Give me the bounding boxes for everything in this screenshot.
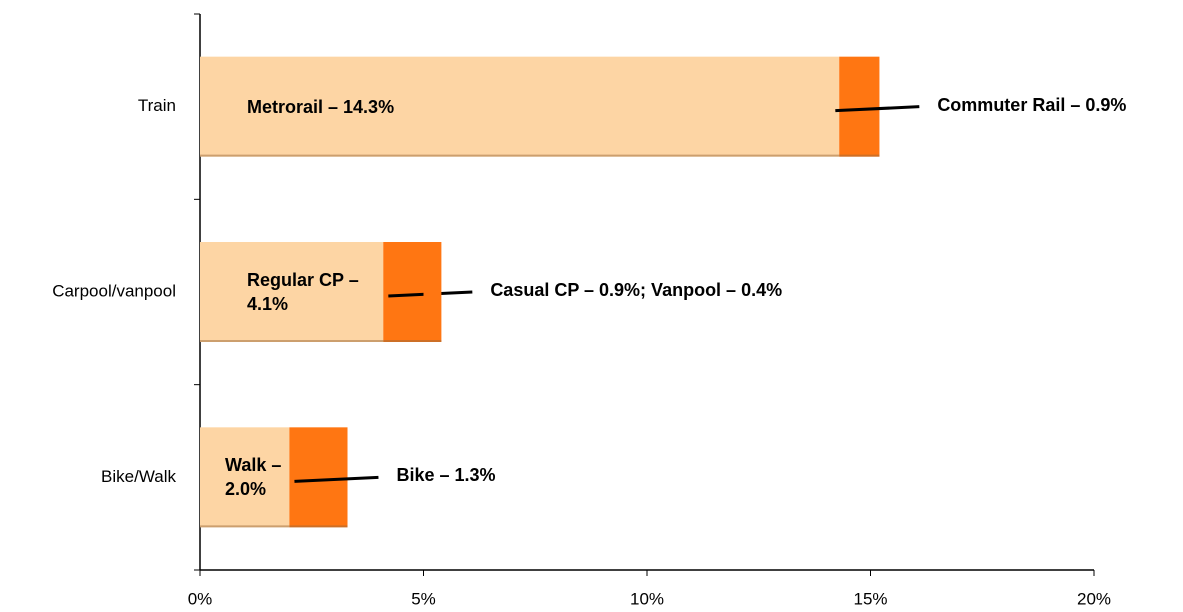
bar-segment xyxy=(200,242,384,342)
bar-segment xyxy=(200,427,290,528)
segment-label: Walk – 2.0% xyxy=(225,455,282,500)
bar-segment xyxy=(383,242,424,342)
bar-segment xyxy=(200,56,840,157)
x-tick-label: 10% xyxy=(630,589,664,608)
callout-label: Bike – 1.3% xyxy=(396,465,496,486)
callout-label: Casual CP – 0.9%; Vanpool – 0.4% xyxy=(490,280,783,300)
x-tick-label: 15% xyxy=(853,589,887,608)
leader-line xyxy=(835,105,920,113)
segment-label: Metrorail – 14.3% xyxy=(247,96,395,117)
y-tick-label: Carpool/vanpool xyxy=(52,281,176,300)
bar-segment xyxy=(289,427,348,528)
x-tick-label: 20% xyxy=(1077,589,1111,608)
bar-segment xyxy=(423,242,442,342)
bar-segment xyxy=(839,56,880,157)
y-tick-label: Bike/Walk xyxy=(101,467,176,486)
segment-label: Regular CP – 4.1% xyxy=(247,270,359,314)
x-tick-label: 0% xyxy=(188,589,213,608)
y-tick-label: Train xyxy=(138,96,176,115)
leader-line xyxy=(294,475,379,483)
callout-label: Commuter Rail – 0.9% xyxy=(937,94,1127,115)
x-tick-label: 5% xyxy=(411,589,436,608)
